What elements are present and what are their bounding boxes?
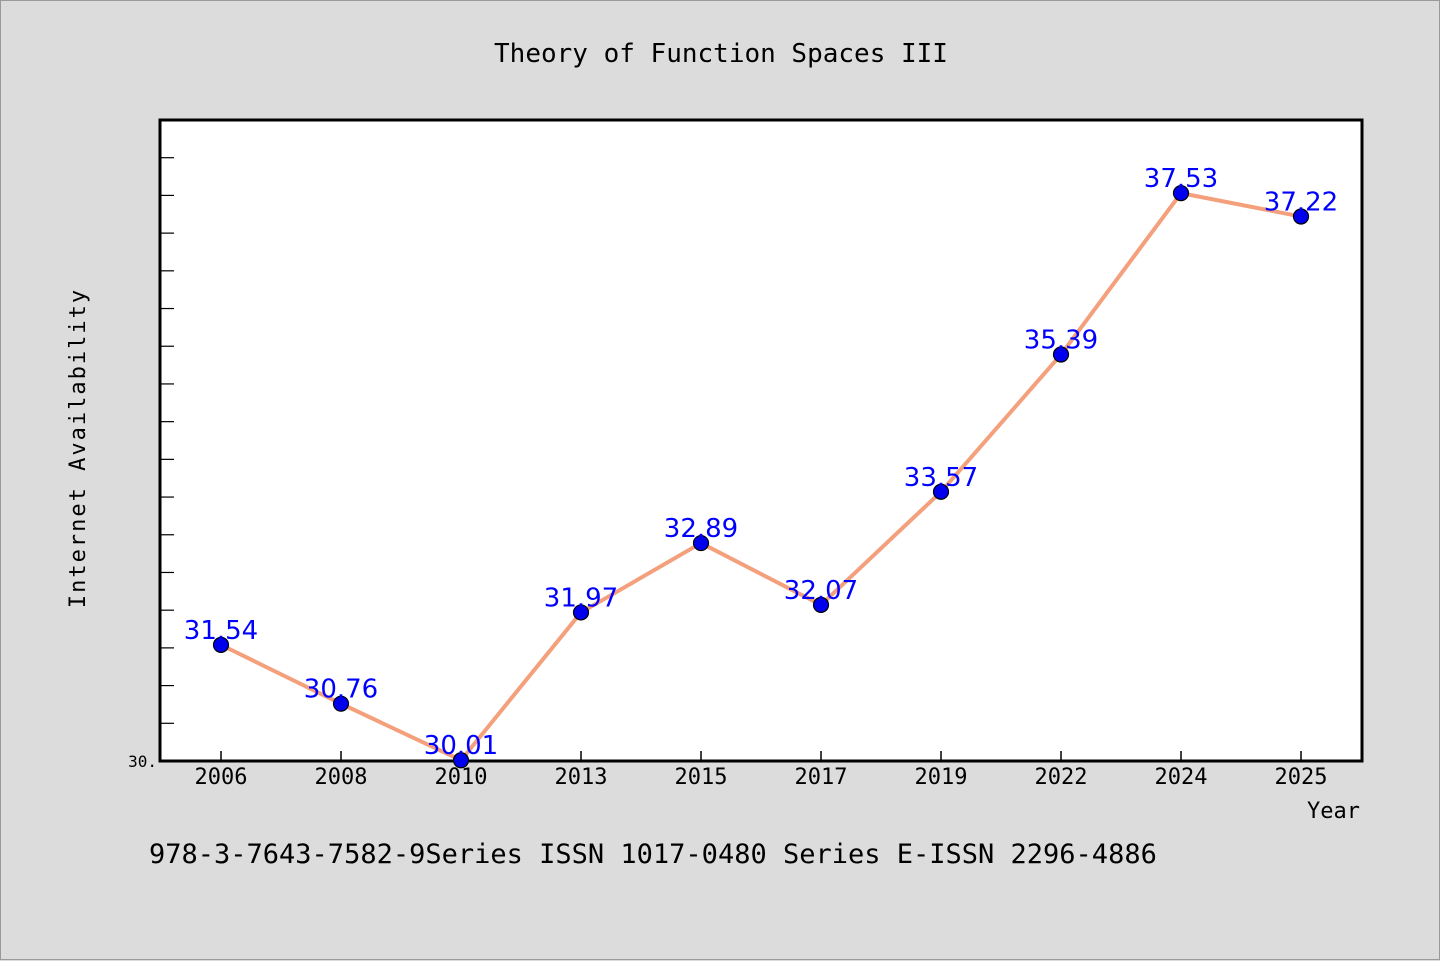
series-line: [219, 191, 1303, 763]
data-label: 32.89: [664, 514, 738, 544]
x-tick-label: 2024: [1155, 765, 1208, 790]
data-point-marker: [452, 752, 470, 769]
y-axis-minor-ticks: [160, 119, 174, 762]
data-point-marker: [1052, 346, 1070, 363]
data-point-marker: [692, 534, 710, 552]
data-label: 32.07: [784, 576, 858, 606]
data-point-marker: [1172, 185, 1190, 202]
data-point-marker: [212, 636, 230, 653]
data-point-marker: [572, 604, 590, 621]
data-point-marker: [332, 695, 350, 712]
x-tick-label: 2022: [1035, 765, 1088, 790]
data-label: 37.53: [1144, 164, 1218, 194]
data-label: 31.97: [544, 583, 618, 613]
data-point-marker: [812, 596, 830, 613]
data-label: 35.39: [1024, 326, 1098, 356]
x-tick-label: 2010: [435, 765, 488, 790]
x-tick-label: 2008: [315, 765, 368, 790]
y-tick-label: 30.: [128, 752, 157, 771]
x-axis-tick-labels: 2006 2008 2010 2013 2015 2017 2019 2022 2024 2025: [195, 765, 1328, 790]
data-label: 37.22: [1264, 188, 1338, 218]
x-tick-label: 2017: [795, 765, 848, 790]
chart-title: Theory of Function Spaces III: [494, 39, 948, 69]
data-label: 30.76: [304, 675, 378, 705]
x-axis-label: Year: [1307, 799, 1360, 824]
y-axis-label: Internet Availability: [66, 288, 91, 608]
x-tick-label: 2019: [915, 765, 968, 790]
x-tick-label: 2013: [555, 765, 608, 790]
footer-isbn-issn: 978-3-7643-7582-9Series ISSN 1017-0480 S…: [149, 839, 1157, 870]
data-point-marker: [1292, 208, 1310, 225]
data-label: 33.57: [904, 463, 978, 493]
data-point-marker: [932, 483, 950, 500]
data-label: 31.54: [184, 616, 258, 646]
data-markers: [212, 185, 1310, 769]
data-label: 30.01: [424, 731, 498, 761]
x-tick-label: 2006: [195, 765, 248, 790]
x-tick-label: 2025: [1275, 765, 1328, 790]
x-tick-label: 2015: [675, 765, 728, 790]
series-line-group: [219, 191, 1303, 763]
plot-area: [158, 118, 1364, 763]
data-labels: 31.54 30.76 30.01 31.97 32.89 32.07 33.57 35.39…: [184, 164, 1338, 761]
